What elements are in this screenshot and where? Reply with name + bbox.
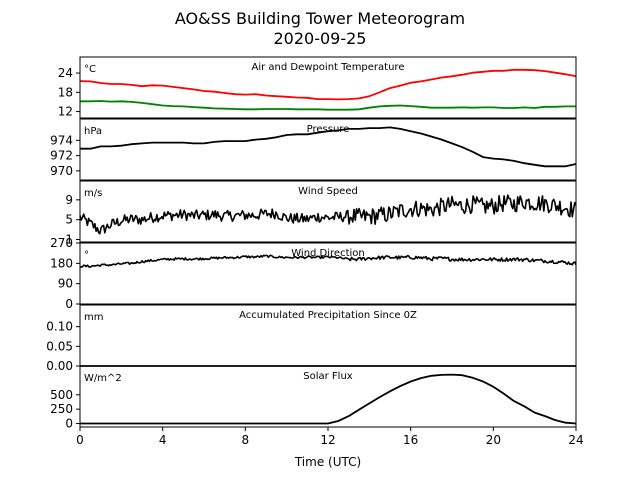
x-tick-label: 16 — [403, 433, 418, 447]
figure-date: 2020-09-25 — [274, 29, 367, 48]
y-tick-label-wdir: 180 — [50, 256, 73, 270]
panel-temp: 12 18 24 °C Air and Dewpoint Temperature — [58, 56, 577, 119]
panel-prcp: 0.00 0.05 0.10 mm Accumulated Precipitation … — [46, 304, 577, 373]
series-line-wspd-0 — [79, 194, 577, 235]
x-tick-label: 0 — [76, 433, 84, 447]
y-tick-label-prcp: 0.05 — [46, 339, 73, 353]
panel-frame-pres — [79, 118, 577, 181]
panel-unit-sol: W/m^2 — [84, 373, 122, 384]
y-tick-label-wspd: 5 — [65, 213, 73, 227]
x-axis-label: Time (UTC) — [294, 455, 361, 469]
series-line-pres-0 — [80, 126, 577, 168]
panel-unit-wspd: m/s — [84, 188, 102, 199]
series-line-temp-1 — [80, 100, 576, 111]
y-tick-label-pres: 970 — [50, 164, 73, 178]
y-tick-label-prcp: 0.10 — [46, 320, 73, 334]
y-tick-label-wspd: 1 — [65, 233, 73, 247]
x-tick-label: 24 — [568, 433, 583, 447]
panel-title-prcp: Accumulated Precipitation Since 0Z — [239, 310, 417, 321]
y-tick-label-wspd: 9 — [65, 193, 73, 207]
x-tick-label: 4 — [159, 433, 167, 447]
panel-wdir: 0 90 180 270 ° Wind Direction — [50, 236, 577, 311]
series-line-wdir-0 — [79, 254, 577, 268]
x-tick-label: 20 — [486, 433, 501, 447]
panel-title-wspd: Wind Speed — [298, 186, 358, 197]
panel-title-sol: Solar Flux — [303, 371, 353, 382]
y-tick-label-pres: 972 — [50, 149, 73, 163]
y-tick-label-wdir: 270 — [50, 236, 73, 250]
panel-frame-wdir — [79, 242, 577, 305]
y-tick-label-wdir: 0 — [65, 297, 73, 311]
figure-title: AO&SS Building Tower Meteorogram — [175, 9, 465, 28]
y-tick-label-sol: 0 — [65, 417, 73, 431]
y-tick-label-pres: 974 — [50, 133, 73, 147]
x-tick-label: 8 — [242, 433, 250, 447]
x-axis: 0 4 8 12 16 20 24 — [76, 427, 584, 447]
series-line-sol-0 — [80, 373, 577, 425]
y-tick-label-temp: 12 — [58, 105, 73, 119]
y-tick-label-prcp: 0.00 — [46, 359, 73, 373]
panel-unit-temp: °C — [84, 64, 96, 75]
y-tick-label-temp: 24 — [58, 66, 73, 80]
panel-frame-wspd — [79, 180, 577, 243]
y-tick-label-wdir: 90 — [58, 277, 73, 291]
y-tick-label-temp: 18 — [58, 85, 73, 99]
panel-title-temp: Air and Dewpoint Temperature — [252, 62, 405, 73]
panel-unit-prcp: mm — [84, 312, 103, 323]
x-tick-label: 12 — [320, 433, 335, 447]
panel-title-pres: Pressure — [307, 124, 350, 135]
panel-title-wdir: Wind Direction — [291, 248, 365, 259]
series-line-temp-0 — [79, 68, 577, 101]
panel-unit-wdir: ° — [84, 250, 89, 261]
panel-unit-pres: hPa — [84, 126, 102, 137]
panel-wspd: 1 5 9 m/s Wind Speed — [65, 180, 577, 247]
panel-frame-temp — [79, 56, 577, 119]
y-tick-label-sol: 250 — [50, 402, 73, 416]
y-tick-label-sol: 500 — [50, 388, 73, 402]
